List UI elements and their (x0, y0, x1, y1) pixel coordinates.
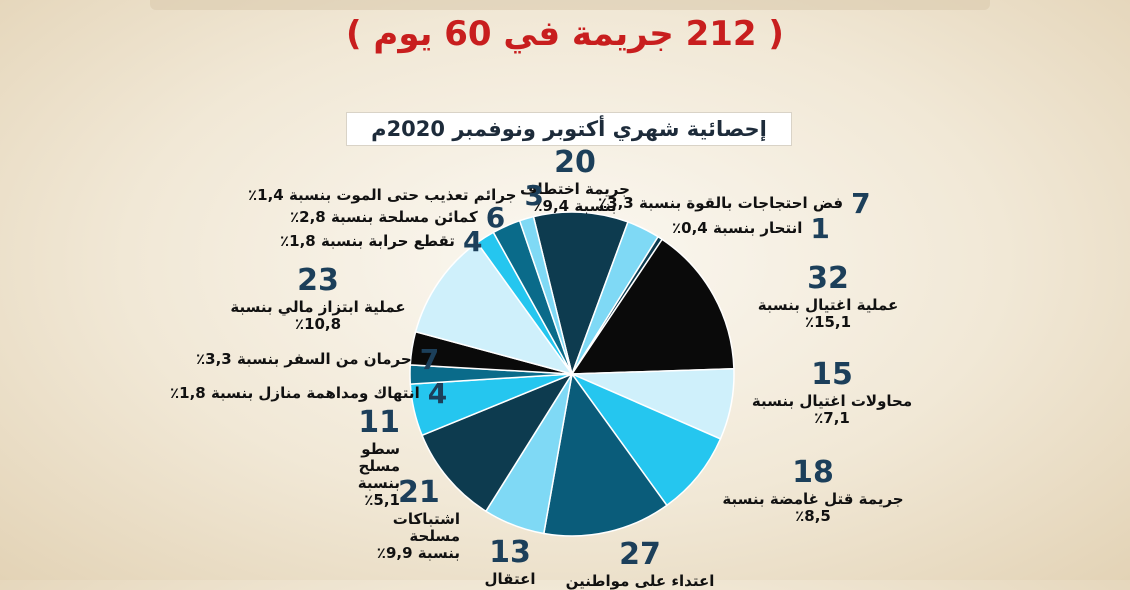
label-force-protest: 7 فض احتجاجات بالقوة بنسبة 3,3٪ (598, 187, 871, 220)
label-travel-ban: 7 حرمان من السفر بنسبة 3,3٪ (196, 343, 440, 376)
pie-slice-0 (532, 211, 629, 377)
pie-slice-15 (518, 215, 573, 375)
chart-subtitle: ( 212 جريمة في 60 يوم ) (346, 14, 784, 54)
label-armed-clashes: 21 اشتباكات مسلحة بنسبة 9,9٪ (376, 475, 460, 562)
label-armed-robbery: 11 سطو مسلح بنسبة 5,1٪ (357, 405, 400, 510)
pie-slice-5 (569, 372, 722, 507)
label-banditry: 4 تقطع حرابة بنسبة 1,8٪ (280, 225, 483, 258)
label-suicide: 1 انتحار بنسبة 0,4٪ (672, 212, 830, 245)
label-assassination-attempts: 15 محاولات اغتيال بنسبة 7,1٪ (751, 357, 913, 427)
label-assault-citizens: 27 اعتداء على مواطنين (565, 537, 715, 590)
label-assassination: 32 عملية اغتيال بنسبة 15,1٪ (757, 261, 899, 331)
label-torture-death: 3 جرائم تعذيب حتى الموت بنسبة 1,4٪ (248, 179, 544, 212)
pie-slice-6 (542, 372, 668, 537)
pie-slice-3 (570, 238, 735, 375)
label-armed-ambush: 6 كمائن مسلحة بنسبة 2,8٪ (290, 201, 506, 234)
label-mysterious-murder: 18 جريمة قتل غامضة بنسبة 8,5٪ (722, 455, 904, 525)
label-house-raids: 4 انتهاك ومداهمة منازل بنسبة 1,8٪ (170, 377, 448, 410)
label-kidnapping: 20 جريمة اختطاف بنسبة 9,4٪ (520, 145, 630, 215)
period-label: إحصائية شهري أكتوبر ونوفمبر 2020م (346, 112, 792, 146)
pie-slice-12 (414, 241, 574, 376)
pie-slice-8 (421, 372, 574, 513)
header-banner-strip (150, 0, 990, 10)
label-extortion: 23 عملية ابتزاز مالي بنسبة 10,8٪ (230, 263, 406, 333)
